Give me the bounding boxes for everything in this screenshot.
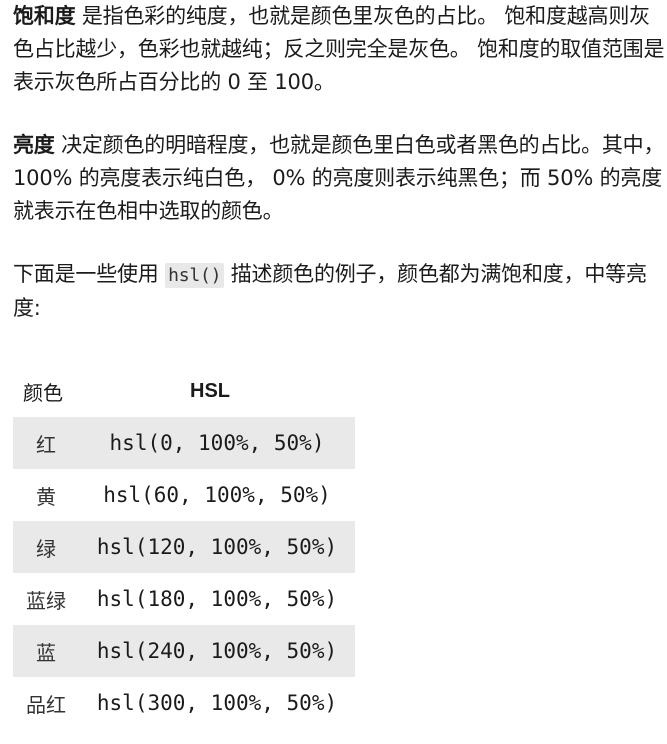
examples-intro-before: 下面是一些使用 [13,262,166,286]
table-header-row: 颜色 HSL [13,365,355,417]
table-row: 红 hsl(0, 100%, 50%) [13,417,355,469]
table-row: 蓝绿 hsl(180, 100%, 50%) [13,573,355,625]
hsl-value-cell: hsl(120, 100%, 50%) [79,521,355,573]
table-row: 黄 hsl(60, 100%, 50%) [13,469,355,521]
table-row: 品红 hsl(300, 100%, 50%) [13,677,355,729]
color-name-cell: 品红 [26,692,66,717]
saturation-paragraph: 饱和度 是指色彩的纯度，也就是颜色里灰色的占比。 饱和度越高则灰色占比越少，色彩… [13,0,667,99]
hsl-value-cell: hsl(60, 100%, 50%) [103,483,331,507]
hsl-value-cell: hsl(0, 100%, 50%) [79,417,355,469]
saturation-text: 是指色彩的纯度，也就是颜色里灰色的占比。 饱和度越高则灰色占比越少，色彩也就越纯… [13,4,665,94]
hsl-value-cell: hsl(240, 100%, 50%) [79,625,355,677]
hsl-value-cell: hsl(300, 100%, 50%) [96,691,338,715]
lightness-paragraph: 亮度 决定颜色的明暗程度，也就是颜色里白色或者黑色的占比。其中，100% 的亮度… [13,129,667,228]
color-name-cell: 蓝绿 [26,588,66,613]
table-row: 绿 hsl(120, 100%, 50%) [13,521,355,573]
color-name-cell: 红 [13,417,79,469]
hsl-examples-table: 颜色 HSL 红 hsl(0, 100%, 50%) 黄 hsl(60, 100… [13,365,355,729]
table-row: 蓝 hsl(240, 100%, 50%) [13,625,355,677]
color-name-cell: 绿 [13,521,79,573]
hsl-function-code: hsl() [165,263,225,288]
lightness-text: 决定颜色的明暗程度，也就是颜色里白色或者黑色的占比。其中，100% 的亮度表示纯… [13,133,665,223]
color-name-cell: 蓝 [13,625,79,677]
examples-intro-after: 描述颜色的例子，颜色都为满饱和度，中等亮度: [13,262,647,320]
hsl-value-cell: hsl(180, 100%, 50%) [96,587,338,611]
lightness-term: 亮度 [13,133,55,157]
examples-intro-paragraph: 下面是一些使用 hsl() 描述颜色的例子，颜色都为满饱和度，中等亮度: [13,258,667,325]
color-name-cell: 黄 [36,484,56,509]
column-header-color: 颜色 [23,380,63,405]
article-content: 饱和度 是指色彩的纯度，也就是颜色里灰色的占比。 饱和度越高则灰色占比越少，色彩… [13,0,667,729]
column-header-hsl: HSL [190,379,230,402]
saturation-term: 饱和度 [13,4,76,28]
